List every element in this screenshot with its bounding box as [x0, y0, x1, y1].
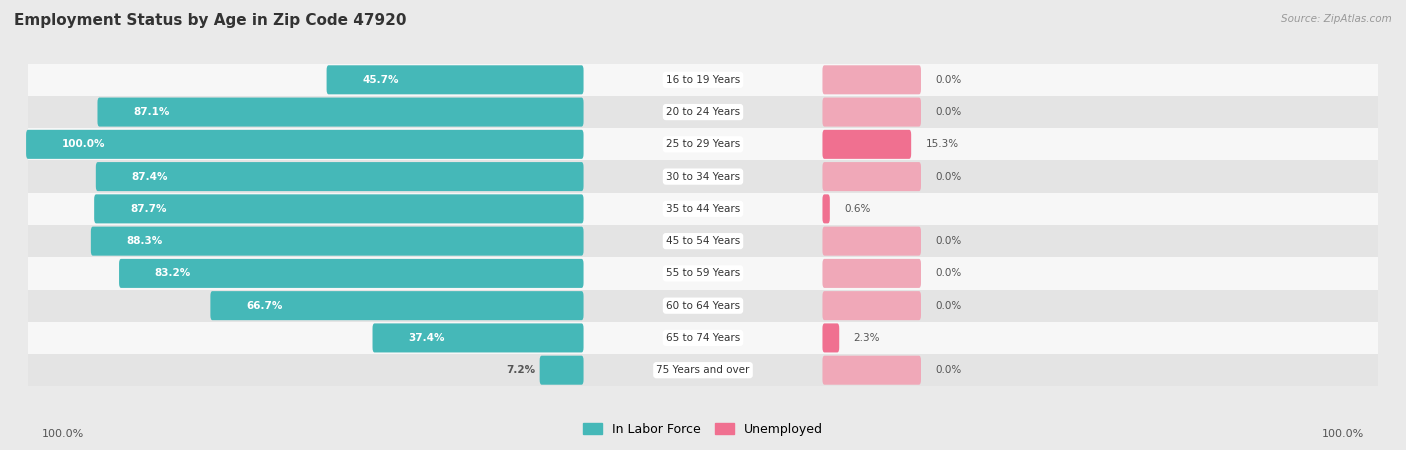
- FancyBboxPatch shape: [540, 356, 583, 385]
- Text: 0.0%: 0.0%: [935, 268, 962, 279]
- Bar: [28, 225, 1378, 257]
- FancyBboxPatch shape: [120, 259, 583, 288]
- Text: 16 to 19 Years: 16 to 19 Years: [666, 75, 740, 85]
- FancyBboxPatch shape: [373, 324, 583, 352]
- FancyBboxPatch shape: [91, 227, 583, 256]
- Text: Source: ZipAtlas.com: Source: ZipAtlas.com: [1281, 14, 1392, 23]
- FancyBboxPatch shape: [823, 324, 839, 352]
- Text: 25 to 29 Years: 25 to 29 Years: [666, 140, 740, 149]
- FancyBboxPatch shape: [326, 65, 583, 94]
- Bar: [28, 257, 1378, 289]
- Text: 45 to 54 Years: 45 to 54 Years: [666, 236, 740, 246]
- FancyBboxPatch shape: [823, 291, 921, 320]
- Text: 88.3%: 88.3%: [127, 236, 163, 246]
- Text: 7.2%: 7.2%: [506, 365, 534, 375]
- Text: 75 Years and over: 75 Years and over: [657, 365, 749, 375]
- FancyBboxPatch shape: [94, 194, 583, 223]
- Text: 2.3%: 2.3%: [853, 333, 880, 343]
- Bar: [28, 289, 1378, 322]
- Text: 0.0%: 0.0%: [935, 171, 962, 182]
- FancyBboxPatch shape: [97, 98, 583, 126]
- FancyBboxPatch shape: [823, 98, 921, 126]
- Bar: [28, 193, 1378, 225]
- Text: 15.3%: 15.3%: [925, 140, 959, 149]
- Text: 87.1%: 87.1%: [134, 107, 170, 117]
- Text: 45.7%: 45.7%: [363, 75, 399, 85]
- Bar: [28, 64, 1378, 96]
- Text: 0.6%: 0.6%: [844, 204, 870, 214]
- FancyBboxPatch shape: [823, 227, 921, 256]
- Bar: [28, 322, 1378, 354]
- Bar: [28, 128, 1378, 161]
- Text: 100.0%: 100.0%: [1322, 429, 1364, 439]
- FancyBboxPatch shape: [823, 162, 921, 191]
- Text: 83.2%: 83.2%: [155, 268, 191, 279]
- FancyBboxPatch shape: [823, 356, 921, 385]
- FancyBboxPatch shape: [823, 194, 830, 223]
- Text: Employment Status by Age in Zip Code 47920: Employment Status by Age in Zip Code 479…: [14, 14, 406, 28]
- Text: 37.4%: 37.4%: [408, 333, 444, 343]
- Text: 87.7%: 87.7%: [129, 204, 166, 214]
- Bar: [28, 96, 1378, 128]
- FancyBboxPatch shape: [823, 130, 911, 159]
- Text: 0.0%: 0.0%: [935, 365, 962, 375]
- Bar: [28, 354, 1378, 386]
- Text: 100.0%: 100.0%: [42, 429, 84, 439]
- Text: 30 to 34 Years: 30 to 34 Years: [666, 171, 740, 182]
- Text: 0.0%: 0.0%: [935, 107, 962, 117]
- Text: 66.7%: 66.7%: [246, 301, 283, 310]
- Text: 87.4%: 87.4%: [132, 171, 169, 182]
- Text: 55 to 59 Years: 55 to 59 Years: [666, 268, 740, 279]
- FancyBboxPatch shape: [211, 291, 583, 320]
- FancyBboxPatch shape: [823, 65, 921, 94]
- Text: 65 to 74 Years: 65 to 74 Years: [666, 333, 740, 343]
- Text: 0.0%: 0.0%: [935, 75, 962, 85]
- Legend: In Labor Force, Unemployed: In Labor Force, Unemployed: [578, 418, 828, 441]
- Text: 0.0%: 0.0%: [935, 236, 962, 246]
- FancyBboxPatch shape: [27, 130, 583, 159]
- FancyBboxPatch shape: [96, 162, 583, 191]
- Text: 60 to 64 Years: 60 to 64 Years: [666, 301, 740, 310]
- Text: 0.0%: 0.0%: [935, 301, 962, 310]
- Text: 20 to 24 Years: 20 to 24 Years: [666, 107, 740, 117]
- Bar: [28, 161, 1378, 193]
- FancyBboxPatch shape: [823, 259, 921, 288]
- Text: 100.0%: 100.0%: [62, 140, 105, 149]
- Text: 35 to 44 Years: 35 to 44 Years: [666, 204, 740, 214]
